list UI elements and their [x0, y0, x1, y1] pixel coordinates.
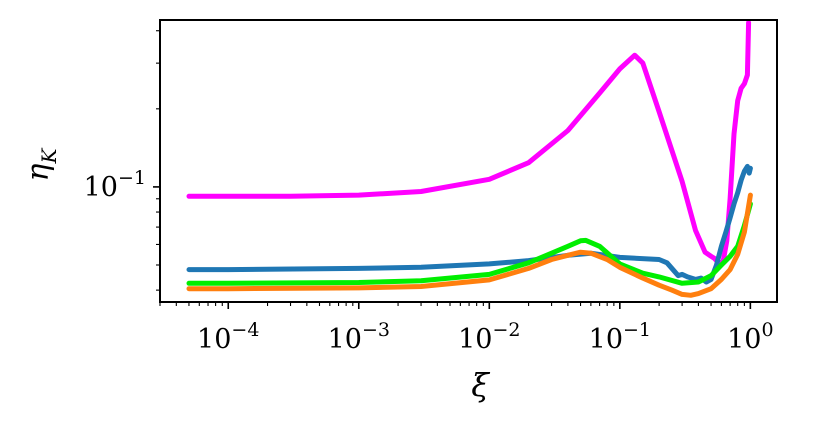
- y-tick-label: 10−1: [84, 167, 146, 203]
- series-line-1: [186, 20, 752, 268]
- x-tick-label-exponent: 0: [761, 319, 773, 341]
- x-tick-label-exponent: −4: [231, 319, 259, 341]
- x-tick-label-exponent: −1: [623, 319, 651, 341]
- x-axis-label: ξ: [471, 366, 490, 404]
- series-line-2: [186, 163, 753, 285]
- x-tick-label-exponent: −3: [362, 319, 390, 341]
- x-tick-label: 10−2: [458, 319, 520, 355]
- y-axis-label-subscript: K: [37, 147, 61, 164]
- y-tick-label-exponent: −1: [118, 167, 146, 189]
- y-axis-label-main: η: [21, 163, 56, 181]
- y-tick-label-base: 10: [84, 172, 118, 203]
- x-tick-label: 10−1: [589, 319, 651, 355]
- plot-frame: [159, 19, 778, 303]
- x-tick-label-base: 10: [197, 324, 231, 355]
- x-tick-label: 10−3: [328, 319, 390, 355]
- x-tick-label-base: 10: [458, 324, 492, 355]
- x-tick-label-exponent: −2: [492, 319, 520, 341]
- series-line-3: [186, 201, 753, 286]
- x-tick-label-base: 10: [328, 324, 362, 355]
- series-line-4: [186, 192, 753, 298]
- y-axis-label: ηK: [21, 147, 61, 181]
- x-tick-label: 10−4: [197, 319, 259, 355]
- series-layer: [186, 20, 753, 298]
- x-tick-label-base: 10: [589, 324, 623, 355]
- x-tick-label-base: 10: [727, 324, 761, 355]
- x-tick-label: 100: [727, 319, 773, 355]
